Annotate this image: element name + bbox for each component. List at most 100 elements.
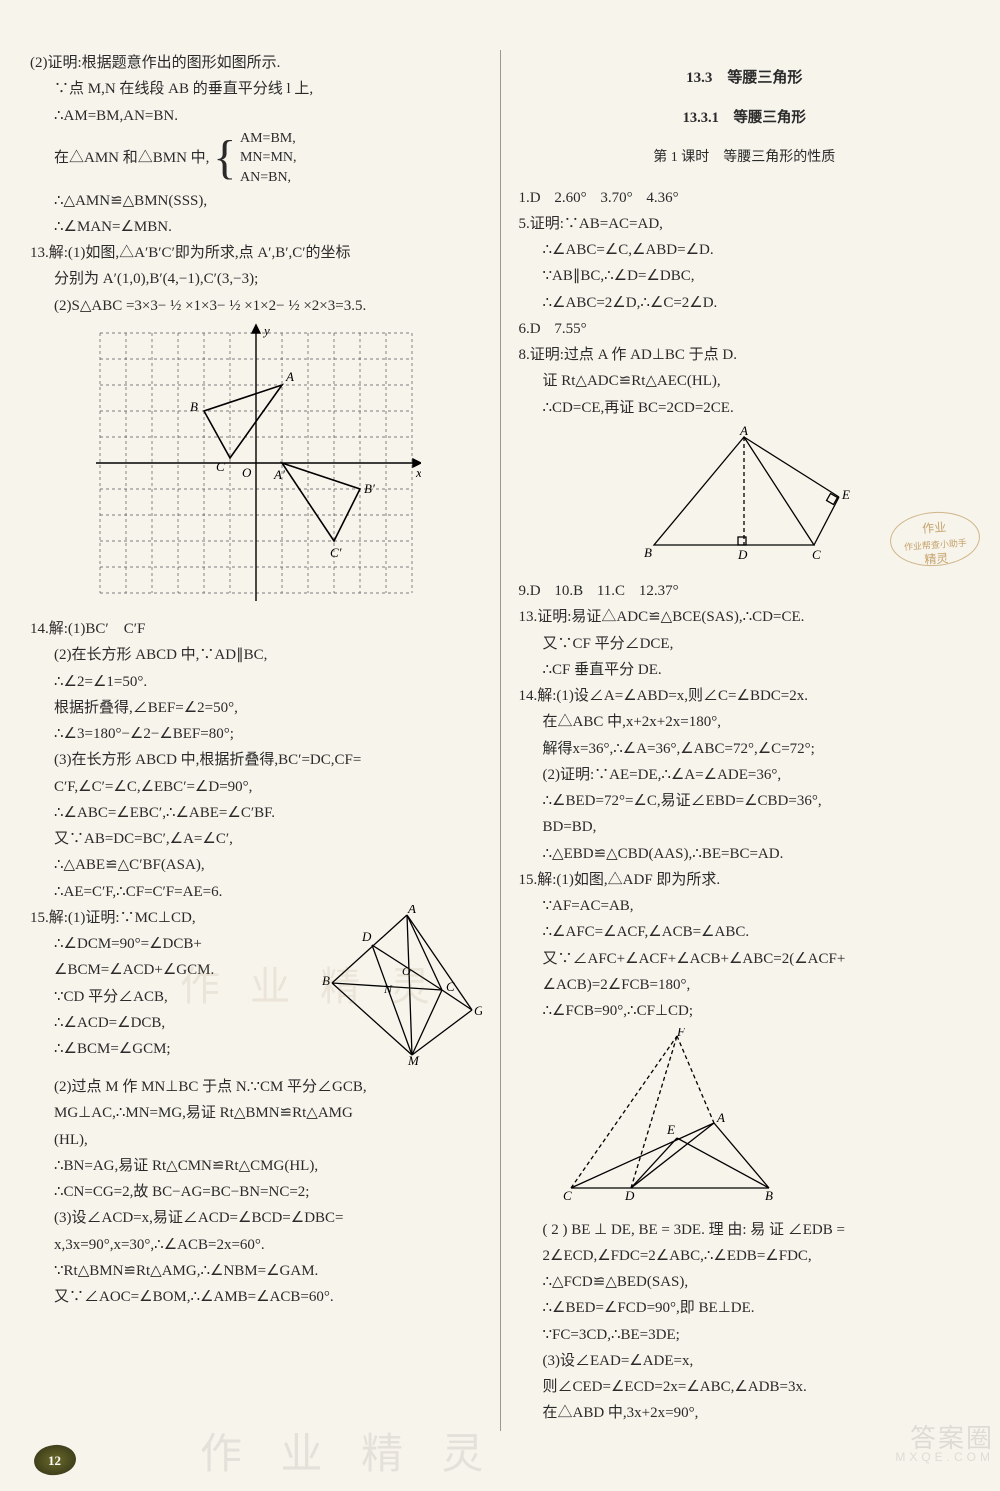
text-line: ∴∠FCB=90°,∴CF⊥CD; bbox=[519, 998, 971, 1024]
svg-text:C: C bbox=[446, 979, 455, 994]
watermark-bottom-right: 答案圈 MXQE.COM bbox=[864, 1425, 994, 1485]
text-line: ∵FC=3CD,∴BE=3DE; bbox=[519, 1322, 971, 1348]
text-line: ∴△FCD≌△BED(SAS), bbox=[519, 1269, 971, 1295]
text-line: ∵点 M,N 在线段 AB 的垂直平分线 l 上, bbox=[30, 76, 482, 102]
svg-text:B: B bbox=[644, 545, 652, 560]
x-axis-label: x bbox=[415, 465, 421, 480]
text-line: (2)S△ABC =3×3− ½ ×1×3− ½ ×1×2− ½ ×2×3=3.… bbox=[30, 293, 482, 319]
text-line: ∴CD=CE,再证 BC=2CD=2CE. bbox=[519, 395, 971, 421]
answer: 4.36° bbox=[646, 190, 678, 206]
text-line: 又∵∠AOC=∠BOM,∴∠AMB=∠ACB=60°. bbox=[30, 1284, 482, 1310]
text-line: ∴AE=C′F,∴CF=C′F=AE=6. bbox=[30, 879, 482, 905]
left-brace-icon: { bbox=[213, 134, 236, 182]
text-line: ∴AM=BM,AN=BN. bbox=[30, 103, 482, 129]
text-line: (2)过点 M 作 MN⊥BC 于点 N.∵CM 平分∠GCB, bbox=[30, 1074, 482, 1100]
svg-text:D: D bbox=[624, 1188, 635, 1203]
svg-text:C: C bbox=[216, 459, 225, 474]
left-column: 作 业 精 灵 (2)证明:根据题意作出的图形如图所示. ∵点 M,N 在线段 … bbox=[30, 50, 482, 1431]
text-line: BD=BD, bbox=[519, 814, 971, 840]
text-line: 14.解:(1)BC′ C′F bbox=[30, 616, 482, 642]
answer: 3.70° bbox=[600, 190, 632, 206]
text-line: ∴∠ABC=∠EBC′,∴∠ABE=∠C′BF. bbox=[30, 800, 482, 826]
text-line: 8.证明:过点 A 作 AD⊥BC 于点 D. bbox=[519, 342, 971, 368]
text-line: ∴∠2=∠1=50°. bbox=[30, 669, 482, 695]
answer: 2.60° bbox=[554, 190, 586, 206]
text-line: ∴∠MAN=∠MBN. bbox=[30, 214, 482, 240]
svg-text:A: A bbox=[716, 1110, 725, 1125]
text-line: ∠ACB)=2∠FCB=180°, bbox=[519, 972, 971, 998]
text-line: ∴△AMN≌△BMN(SSS), bbox=[30, 188, 482, 214]
text-line: 13.解:(1)如图,△A′B′C′即为所求,点 A′,B′,C′的坐标 bbox=[30, 240, 482, 266]
text-line: 又∵AB=DC=BC′,∠A=∠C′, bbox=[30, 826, 482, 852]
svg-text:A: A bbox=[285, 369, 294, 384]
svg-text:C: C bbox=[812, 547, 821, 562]
text-line: ∴∠AFC=∠ACF,∠ACB=∠ABC. bbox=[519, 919, 971, 945]
answers-row: 6.D 7.55° bbox=[519, 316, 971, 342]
text-line: 在△ABC 中,x+2x+2x=180°, bbox=[519, 709, 971, 735]
text-line: ∴∠ABC=2∠D,∴∠C=2∠D. bbox=[519, 290, 971, 316]
svg-text:E: E bbox=[841, 487, 850, 502]
svg-text:B: B bbox=[190, 399, 198, 414]
text-line: ∴△EBD≌△CBD(AAS),∴BE=BC=AD. bbox=[519, 841, 971, 867]
text-line: ∴∠BED=∠FCD=90°,即 BE⊥DE. bbox=[519, 1295, 971, 1321]
svg-text:B′: B′ bbox=[364, 481, 375, 496]
text-line: 14.解:(1)设∠A=∠ABD=x,则∠C=∠BDC=2x. bbox=[519, 683, 971, 709]
text-line: 又∵∠AFC+∠ACF+∠ACB+∠ABC=2(∠ACF+ bbox=[519, 946, 971, 972]
text-line: 分别为 A′(1,0),B′(4,−1),C′(3,−3); bbox=[30, 266, 482, 292]
coordinate-grid-figure: x y O A B C A′ B′ C′ bbox=[30, 323, 482, 612]
text-line: (HL), bbox=[30, 1127, 482, 1153]
svg-text:D: D bbox=[361, 929, 372, 944]
text-line: ( 2 ) BE ⊥ DE, BE = 3DE. 理 由: 易 证 ∠EDB = bbox=[519, 1217, 971, 1243]
svg-text:B: B bbox=[765, 1188, 773, 1203]
answer: 10.B bbox=[554, 583, 583, 599]
brace-block: 在△AMN 和△BMN 中, { AM=BM, MN=MN, AN=BN, bbox=[30, 129, 482, 188]
text-line: (3)设∠EAD=∠ADE=x, bbox=[519, 1348, 971, 1374]
svg-text:C: C bbox=[563, 1188, 572, 1203]
q15r-figure: C D B A E F bbox=[519, 1028, 971, 1212]
section-header: 13.3 等腰三角形 bbox=[519, 65, 971, 91]
q15-svg: A B C D G M O N bbox=[322, 905, 482, 1065]
text-line: 在△ABD 中,3x+2x=90°, bbox=[519, 1400, 971, 1426]
text-line: ∴CN=CG=2,故 BC−AG=BC−BN=NC=2; bbox=[30, 1179, 482, 1205]
svg-text:C′: C′ bbox=[330, 545, 342, 560]
svg-text:A: A bbox=[739, 425, 748, 438]
q15-figure: A B C D G M O N bbox=[322, 905, 482, 1074]
text-line: 则∠CED=∠ECD=2x=∠ABC,∠ADB=3x. bbox=[519, 1374, 971, 1400]
text-line: MG⊥AC,∴MN=MG,易证 Rt△BMN≌Rt△AMG bbox=[30, 1100, 482, 1126]
q8-svg: A B C D E bbox=[634, 425, 854, 565]
svg-text:G: G bbox=[474, 1003, 482, 1018]
answer: 1.D bbox=[519, 190, 541, 206]
text-line: ∴∠3=180°−∠2−∠BEF=80°; bbox=[30, 721, 482, 747]
text-line: ∵AB∥BC,∴∠D=∠DBC, bbox=[519, 263, 971, 289]
lesson-header: 第 1 课时 等腰三角形的性质 bbox=[519, 146, 971, 171]
brace-row: MN=MN, bbox=[240, 150, 297, 165]
right-column: 作业 作业帮查小助手 精灵 13.3 等腰三角形 13.3.1 等腰三角形 第 … bbox=[519, 50, 971, 1431]
page-number: 12 bbox=[48, 1453, 61, 1469]
answer: 7.55° bbox=[554, 321, 586, 337]
two-column-layout: 作 业 精 灵 (2)证明:根据题意作出的图形如图所示. ∵点 M,N 在线段 … bbox=[30, 50, 970, 1431]
svg-text:O: O bbox=[402, 964, 411, 978]
answers-row: 9.D 10.B 11.C 12.37° bbox=[519, 578, 971, 604]
svg-text:E: E bbox=[666, 1122, 675, 1137]
subsection-header: 13.3.1 等腰三角形 bbox=[519, 106, 971, 131]
text-line: 5.证明:∵AB=AC=AD, bbox=[519, 211, 971, 237]
text-line: ∴CF 垂直平分 DE. bbox=[519, 657, 971, 683]
text-line: 解得x=36°,∴∠A=36°,∠ABC=72°,∠C=72°; bbox=[519, 736, 971, 762]
text-line: 根据折叠得,∠BEF=∠2=50°, bbox=[30, 695, 482, 721]
svg-text:A: A bbox=[407, 905, 416, 916]
answer: 9.D bbox=[519, 583, 541, 599]
text-line: ∵AF=AC=AB, bbox=[519, 893, 971, 919]
answers-row: 1.D 2.60° 3.70° 4.36° bbox=[519, 185, 971, 211]
text-line: ∴∠BED=72°=∠C,易证∠EBD=∠CBD=36°, bbox=[519, 788, 971, 814]
origin-label: O bbox=[242, 465, 252, 480]
svg-text:B: B bbox=[322, 973, 330, 988]
answer: 12.37° bbox=[639, 583, 679, 599]
text-line: ∴△ABE≌△C′BF(ASA), bbox=[30, 852, 482, 878]
grid-svg: x y O A B C A′ B′ C′ bbox=[91, 323, 421, 603]
answer: 11.C bbox=[597, 583, 625, 599]
svg-text:N: N bbox=[383, 982, 393, 996]
text-line: C′F,∠C′=∠C,∠EBC′=∠D=90°, bbox=[30, 774, 482, 800]
text-line: 证 Rt△ADC≌Rt△AEC(HL), bbox=[519, 368, 971, 394]
svg-text:F: F bbox=[676, 1028, 686, 1039]
watermark-bottom: 作 业 精 灵 bbox=[200, 1420, 498, 1481]
